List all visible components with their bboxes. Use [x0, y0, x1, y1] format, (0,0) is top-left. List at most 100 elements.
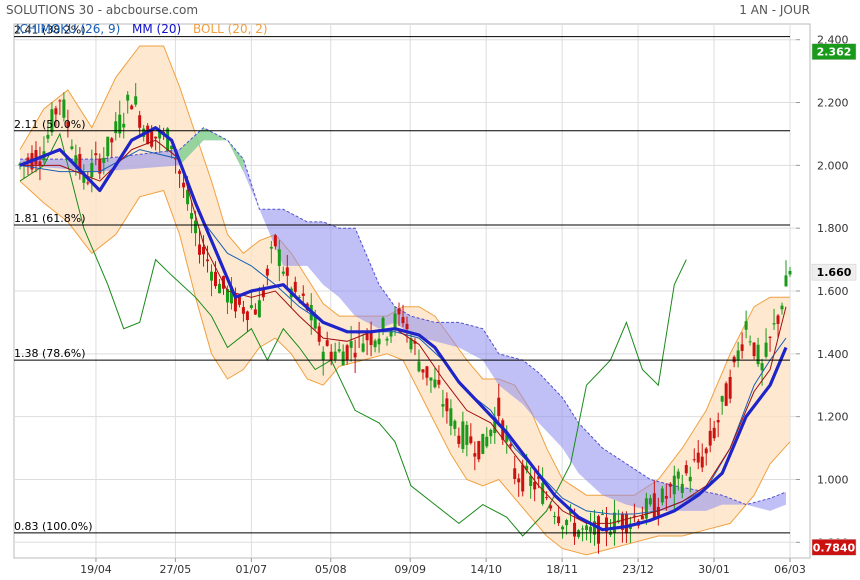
candle-body: [277, 249, 281, 267]
x-tick-label: 18/11: [546, 563, 578, 576]
candle-body: [178, 170, 182, 174]
candle-body: [445, 398, 449, 412]
x-tick-label: 09/09: [394, 563, 426, 576]
candle-body: [114, 121, 118, 134]
candle-body: [417, 361, 421, 372]
candle-body: [752, 342, 756, 357]
candle-body: [186, 189, 190, 205]
candle-body: [740, 344, 744, 351]
candle-body: [210, 271, 214, 281]
candle-body: [110, 138, 114, 143]
candle-body: [74, 155, 78, 166]
candle-body: [269, 246, 273, 249]
candle-body: [146, 125, 150, 145]
candle-body: [401, 317, 405, 324]
candle-body: [640, 515, 644, 520]
candle-body: [166, 128, 170, 152]
candle-body: [577, 530, 581, 537]
candle-body: [70, 146, 74, 149]
price-badges: 2.362 1.660 0.7840: [811, 43, 857, 556]
moving-average-line: [19, 126, 788, 532]
candle-body: [728, 376, 732, 399]
candle-body: [565, 520, 569, 526]
candle-body: [760, 363, 764, 371]
candle-body: [377, 338, 381, 345]
candle-body: [517, 478, 521, 483]
candle-body: [692, 459, 696, 461]
y-tick-label: 1.800: [817, 222, 849, 235]
candle-body: [473, 453, 477, 457]
candle-body: [106, 136, 110, 157]
candle-body: [46, 134, 50, 139]
fibonacci-label: 0.83 (100.0%): [14, 520, 93, 533]
indicator-lines: [19, 126, 788, 537]
price-badge: [811, 263, 857, 281]
candle-body: [397, 308, 401, 315]
legend-mm: MM (20): [132, 22, 181, 36]
candle-body: [265, 268, 269, 276]
candle-body: [249, 305, 253, 308]
candle-body: [553, 516, 557, 518]
candle-body: [237, 295, 241, 305]
candle-body: [541, 482, 545, 504]
grid-lines: [14, 24, 796, 558]
candle-body: [521, 464, 525, 492]
candle-body: [225, 289, 229, 303]
candle-body: [233, 292, 237, 312]
candle-body: [509, 444, 513, 447]
candle-body: [489, 429, 493, 437]
candle-body: [425, 366, 429, 378]
candle-body: [684, 465, 688, 474]
senkou-span-a: [20, 127, 787, 506]
candle-body: [652, 493, 656, 519]
candle-body: [593, 521, 597, 535]
candle-body: [58, 100, 62, 102]
candle-body: [700, 456, 704, 468]
price-badge-label: 2.362: [817, 46, 852, 59]
candle-body: [788, 270, 792, 275]
candle-body: [624, 514, 628, 534]
y-tick-label: 1.600: [817, 285, 849, 298]
candle-body: [325, 340, 329, 346]
y-tick-label: 1.400: [817, 348, 849, 361]
candle-body: [632, 515, 636, 517]
candle-body: [353, 352, 357, 358]
candle-body: [94, 153, 98, 156]
candle-body: [385, 338, 389, 341]
candle-body: [596, 516, 600, 544]
candle-body: [720, 396, 724, 402]
candle-body: [126, 94, 130, 101]
y-tick-label: 2.000: [817, 159, 849, 172]
candle-body: [688, 476, 692, 482]
candle-body: [369, 332, 373, 346]
y-tick-label: 2.200: [817, 97, 849, 110]
x-tick-label: 05/08: [315, 563, 347, 576]
chart-title: SOLUTIONS 30 - abcbourse.com: [6, 3, 198, 17]
candle-body: [158, 130, 162, 139]
candle-body: [505, 434, 509, 442]
candle-body: [772, 323, 776, 325]
candle-body: [206, 259, 210, 262]
candle-body: [708, 430, 712, 446]
legend: ICHIMOKU (26, 9) MM (20) BOLL (20, 2): [16, 22, 268, 36]
candle-body: [421, 369, 425, 373]
candle-body: [413, 341, 417, 344]
candle-body: [82, 171, 86, 183]
candle-body: [561, 526, 565, 530]
candle-body: [696, 452, 700, 463]
candle-body: [604, 517, 608, 532]
chart-period: 1 AN - JOUR: [739, 3, 810, 17]
candle-body: [301, 293, 305, 296]
candle-body: [744, 321, 748, 330]
candle-body: [297, 296, 301, 298]
candle-body: [457, 435, 461, 444]
candle-body: [293, 281, 297, 292]
candle-body: [449, 408, 453, 426]
x-tick-label: 01/07: [235, 563, 267, 576]
candle-body: [66, 121, 70, 128]
candle-body: [712, 427, 716, 439]
candle-body: [405, 323, 409, 330]
price-badge-label: 0.7840: [813, 541, 856, 554]
candle-body: [513, 468, 517, 479]
candle-body: [409, 338, 413, 350]
